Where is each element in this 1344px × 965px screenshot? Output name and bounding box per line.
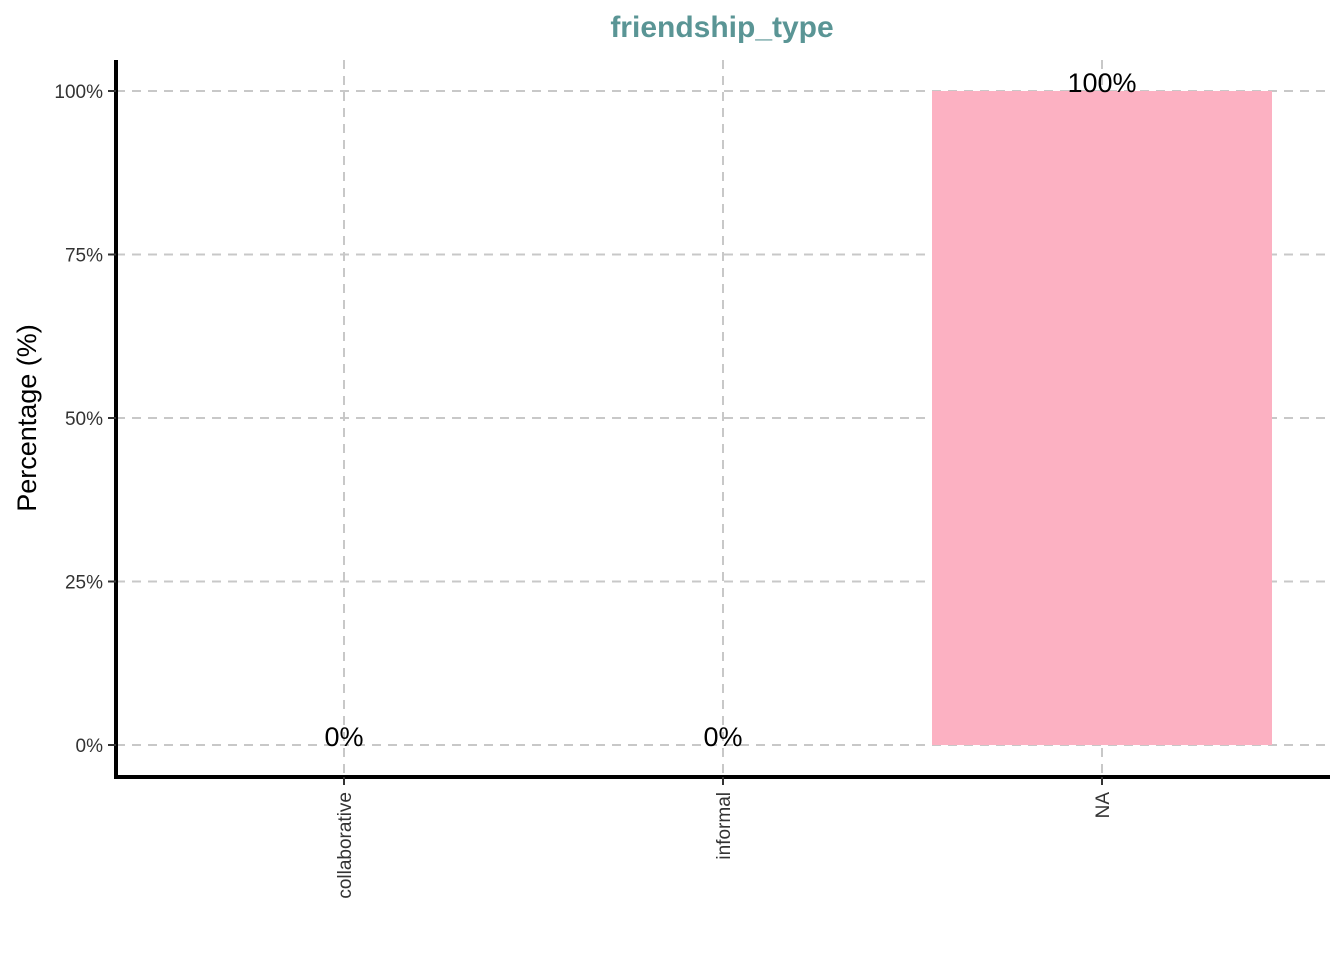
chart-title: friendship_type	[610, 11, 833, 44]
y-tick-label: 100%	[54, 82, 103, 103]
x-tick-label: informal	[714, 792, 735, 860]
y-tick-label: 75%	[65, 246, 103, 267]
data-label: 100%	[1067, 68, 1136, 98]
data-label: 0%	[324, 722, 363, 752]
bar-na	[932, 91, 1272, 745]
data-label: 0%	[703, 722, 742, 752]
bar-layer	[932, 91, 1272, 745]
y-tick-label: 0%	[76, 736, 104, 757]
y-tick-label: 25%	[65, 573, 103, 594]
x-tick-label: NA	[1093, 792, 1114, 819]
y-tick-label: 50%	[65, 409, 103, 430]
x-tick-label: collaborative	[335, 792, 356, 899]
label-layer: 0% 25% 50% 75% 100% collaborative informal NA 0%…	[54, 68, 1136, 899]
axis-layer	[108, 60, 1330, 785]
y-axis-title: Percentage (%)	[12, 324, 42, 512]
